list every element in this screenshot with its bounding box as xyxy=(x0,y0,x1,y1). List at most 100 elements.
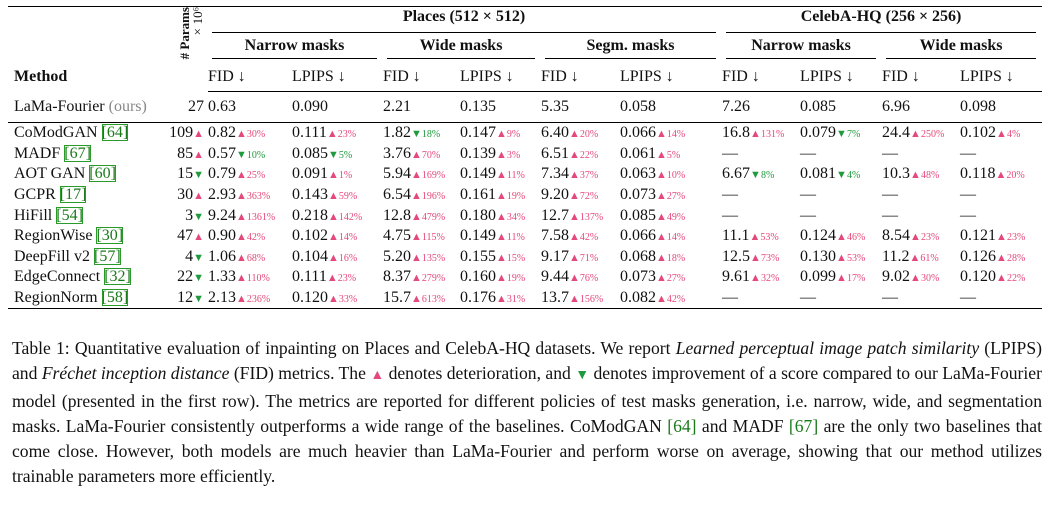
missing: — xyxy=(722,206,739,224)
params-value: 47 xyxy=(177,227,194,245)
dataset-name: CelebA-HQ (256 × 256) xyxy=(726,8,1037,33)
missing: — xyxy=(882,289,899,307)
metric-header: LPIPS ↓ xyxy=(292,62,383,92)
mask-name: Segm. masks xyxy=(545,37,717,59)
change-arrow: ▲ xyxy=(996,128,1007,141)
reference: [54] xyxy=(56,206,83,224)
change-arrow: ▼ xyxy=(328,148,339,161)
change-arrow: ▲ xyxy=(910,231,921,244)
change-arrow: ▲ xyxy=(656,210,667,223)
method-cell: EdgeConnect [32] xyxy=(8,267,165,288)
score-cell: 0.061▲5% xyxy=(620,144,722,165)
score-cell: 0.90▲42% xyxy=(208,226,292,247)
score-cell: 0.091▲1% xyxy=(292,164,383,185)
method-cell: LaMa-Fourier (ours) xyxy=(8,91,165,123)
score-cell: 6.51▲22% xyxy=(541,144,620,165)
score-cell: 0.111▲23% xyxy=(292,123,383,144)
change-arrow: ▲ xyxy=(656,293,667,306)
score-cell: 9.20▲72% xyxy=(541,185,620,206)
score-cell: 0.102▲4% xyxy=(960,123,1042,144)
change-percent: 613% xyxy=(421,294,446,306)
method-cell: RegionNorm [58] xyxy=(8,287,165,310)
change-percent: 18% xyxy=(421,129,441,141)
params-cell: 109▲ xyxy=(165,123,208,144)
change-percent: 135% xyxy=(421,252,446,264)
score-cell: 1.06▲68% xyxy=(208,247,292,268)
score-cell: 0.073▲27% xyxy=(620,185,722,206)
change-arrow: ▲ xyxy=(569,148,580,161)
score-cell: 0.63 xyxy=(208,91,292,123)
change-arrow: ▲ xyxy=(328,251,339,264)
caption-reference: [67] xyxy=(788,415,819,436)
score-cell: 7.34▲37% xyxy=(541,164,620,185)
score-cell: 0.124▲46% xyxy=(800,226,882,247)
score-value: 0.79 xyxy=(208,165,236,183)
change-percent: 169% xyxy=(421,170,446,182)
params-cell: 4▼ xyxy=(165,247,208,268)
method-name: HiFill xyxy=(14,206,53,224)
score-value: 24.4 xyxy=(882,124,911,142)
change-arrow: ▲ xyxy=(750,272,761,285)
score-cell: 0.155▲15% xyxy=(460,247,541,268)
score-cell: — xyxy=(882,205,960,226)
mask-name: Wide masks xyxy=(387,37,535,59)
change-percent: 48% xyxy=(920,170,940,182)
score-cell: 0.139▲3% xyxy=(460,144,541,165)
mask-name: Narrow masks xyxy=(212,37,377,59)
score-value: 0.079 xyxy=(800,124,837,142)
score-cell: 6.67▼8% xyxy=(722,164,800,185)
score-cell: — xyxy=(960,185,1042,206)
mask-header: Wide masks xyxy=(882,34,1042,62)
missing: — xyxy=(960,144,977,162)
params-arrow: ▲ xyxy=(193,231,204,244)
params-cell: 30▲ xyxy=(165,185,208,206)
score-value: 7.58 xyxy=(541,227,569,245)
score-value: 12.5 xyxy=(722,247,751,265)
data-row: CoModGAN [64] 109▲ 0.82▲30% 0.111▲23% 1.82▼1… xyxy=(8,123,1042,144)
score-cell: 0.161▲19% xyxy=(460,185,541,206)
params-cell: 85▲ xyxy=(165,144,208,165)
method-name: RegionWise xyxy=(14,227,93,245)
change-percent: 72% xyxy=(579,191,599,203)
score-value: 9.61 xyxy=(722,268,751,286)
score-cell: 24.4▲250% xyxy=(882,123,960,144)
score-cell: 0.130▲53% xyxy=(800,247,882,268)
score-cell: 8.37▲279% xyxy=(383,267,460,288)
caption-text: denotes deterioration, and xyxy=(384,363,576,384)
change-arrow: ▼ xyxy=(411,128,422,141)
change-arrow: ▲ xyxy=(496,210,507,223)
change-percent: 49% xyxy=(666,211,686,223)
score-cell: 9.24▲1361% xyxy=(208,205,292,226)
change-percent: 131% xyxy=(760,129,785,141)
table-body: LaMa-Fourier (ours) 27 0.63 0.090 2.21 0.135 5… xyxy=(8,91,1043,310)
change-percent: 68% xyxy=(246,252,266,264)
change-arrow: ▲ xyxy=(656,272,667,285)
score-cell: 0.149▲11% xyxy=(460,226,541,247)
method-cell: HiFill [54] xyxy=(8,205,165,226)
change-percent: 30% xyxy=(920,273,940,285)
change-arrow: ▲ xyxy=(656,128,667,141)
score-value: 1.82 xyxy=(383,124,411,142)
score-value: 0.180 xyxy=(460,206,496,224)
score-cell: 0.111▲23% xyxy=(292,267,383,288)
params-value: 22 xyxy=(177,268,194,286)
caption-text: and MADF xyxy=(696,415,789,436)
change-arrow: ▲ xyxy=(910,128,921,141)
change-arrow: ▲ xyxy=(836,231,847,244)
change-percent: 1361% xyxy=(246,211,276,223)
change-arrow: ▼ xyxy=(236,148,247,161)
score-cell: 1.33▲110% xyxy=(208,267,292,288)
method-name: EdgeConnect xyxy=(14,268,101,286)
score-cell: 2.21 xyxy=(383,91,460,123)
metric-header: LPIPS ↓ xyxy=(460,62,541,92)
params-unit: ×10⁶ xyxy=(190,7,205,40)
change-arrow: ▲ xyxy=(996,272,1007,285)
change-percent: 23% xyxy=(920,232,940,244)
change-arrow: ▲ xyxy=(496,231,507,244)
score-value: 8.37 xyxy=(383,268,411,286)
score-cell: 0.063▲10% xyxy=(620,164,722,185)
change-arrow: ▲ xyxy=(569,190,580,203)
score-value: 0.085 xyxy=(620,206,656,224)
score-cell: 6.96 xyxy=(882,91,961,123)
change-arrow: ▲ xyxy=(236,169,247,182)
